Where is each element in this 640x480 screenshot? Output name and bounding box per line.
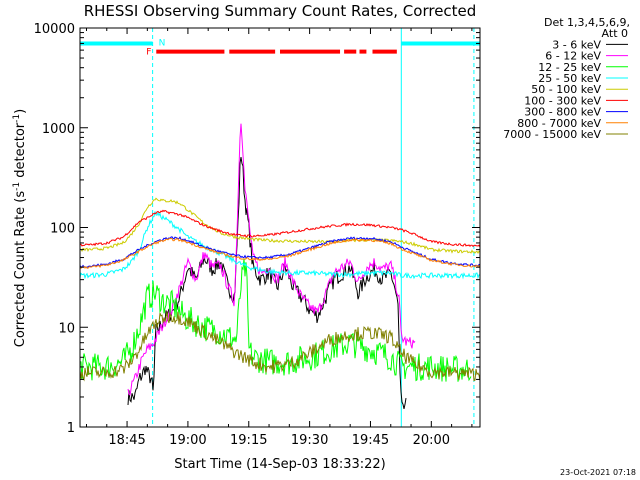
legend-label: 12 - 25 keV bbox=[538, 61, 601, 74]
series-line-3 bbox=[79, 258, 472, 382]
legend-header: Det 1,3,4,5,6,9, bbox=[544, 16, 630, 29]
y-axis-label: Corrected Count Rate (s-1 detector-1) bbox=[12, 109, 28, 347]
legend-header: Att 0 bbox=[602, 27, 628, 40]
y-tick-label: 10000 bbox=[34, 22, 75, 37]
x-tick-label: 19:15 bbox=[230, 433, 267, 448]
series-line-8 bbox=[79, 237, 481, 269]
axis-layer: 18:45 19:00 19:15 19:30 19:45 20:00 1 10 100 1000… bbox=[34, 22, 480, 448]
y-tick-label: 10 bbox=[58, 321, 75, 336]
legend-label: 300 - 800 keV bbox=[524, 106, 601, 119]
legend-label: 50 - 100 keV bbox=[531, 83, 601, 96]
legend-label: 7000 - 15000 keV bbox=[503, 128, 601, 141]
legend-label: 100 - 300 keV bbox=[524, 94, 601, 107]
flag-layer: NF bbox=[79, 28, 480, 427]
legend-label: 25 - 50 keV bbox=[538, 72, 601, 85]
series-line-6 bbox=[79, 209, 481, 248]
y-tick-label: 100 bbox=[50, 222, 75, 237]
series-layer bbox=[79, 123, 481, 410]
series-line-5 bbox=[79, 197, 481, 254]
x-axis-label: Start Time (14-Sep-03 18:33:22) bbox=[174, 457, 385, 472]
legend-label: 3 - 6 keV bbox=[552, 38, 601, 51]
y-tick-label: 1000 bbox=[42, 122, 75, 137]
legend-label: 800 - 7000 keV bbox=[517, 117, 601, 130]
timestamp-label: 23-Oct-2021 07:18 bbox=[560, 468, 636, 477]
x-tick-label: 19:00 bbox=[169, 433, 206, 448]
y-label-main: Corrected Count Rate (s bbox=[13, 191, 28, 348]
x-tick-label: 18:45 bbox=[108, 433, 145, 448]
x-tick-label: 19:30 bbox=[291, 433, 328, 448]
series-line-9 bbox=[79, 311, 481, 382]
legend-label: 6 - 12 keV bbox=[545, 50, 601, 63]
chart-title: RHESSI Observing Summary Count Rates, Co… bbox=[84, 2, 477, 20]
y-label-exp1: -1 bbox=[12, 182, 22, 191]
x-tick-label: 20:00 bbox=[413, 433, 450, 448]
y-label-exp2: -1 bbox=[12, 114, 22, 123]
series-line-4 bbox=[79, 211, 481, 280]
x-tick-label: 19:45 bbox=[352, 433, 389, 448]
y-tick-label: 1 bbox=[67, 421, 75, 436]
night-flag-label: N bbox=[159, 38, 166, 48]
y-label-end: ) bbox=[13, 109, 28, 114]
y-label-mid: detector bbox=[13, 122, 28, 182]
flare-flag-label: F bbox=[146, 48, 151, 58]
